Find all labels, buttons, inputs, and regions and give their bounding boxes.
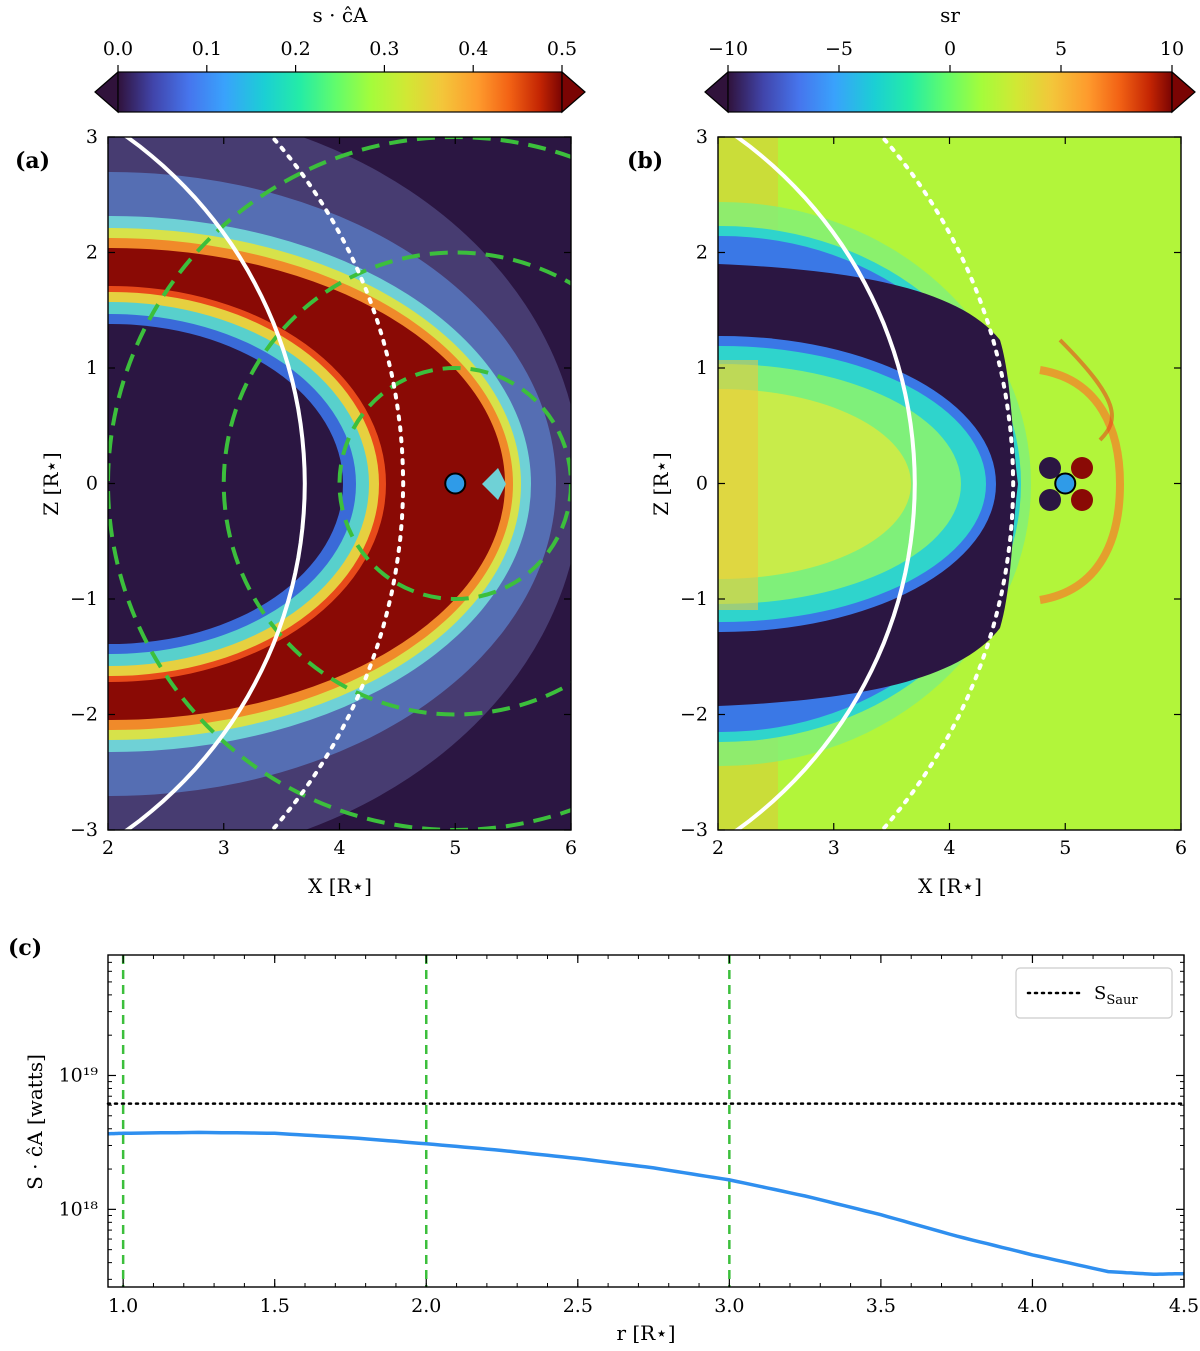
y-tick-label: −2 xyxy=(680,704,708,726)
colorbar-tick-label: 0.5 xyxy=(547,38,577,60)
x-tick-label: 6 xyxy=(565,837,577,859)
colorbar-tick-label: 5 xyxy=(1055,38,1067,60)
ylabel-c: S · ĉA [watts] xyxy=(23,1054,47,1190)
y-tick-label: −1 xyxy=(70,588,98,610)
x-tick-label: 3 xyxy=(218,837,230,859)
y-tick-label: 2 xyxy=(696,242,708,264)
panel-label-c: (c) xyxy=(8,935,42,961)
x-tick-label: 4.0 xyxy=(1017,1295,1047,1317)
x-tick-label: 5 xyxy=(449,837,461,859)
y-tick-label: 2 xyxy=(86,242,98,264)
legend-c: SSaur xyxy=(1015,967,1173,1019)
flux-line xyxy=(108,1130,1185,1277)
colorbar-a-arrow-left xyxy=(94,70,119,114)
xlabel-a: X [R⋆] xyxy=(308,874,372,898)
colorbar-tick-label: 0.1 xyxy=(192,38,222,60)
x-tick-label: 2 xyxy=(102,837,114,859)
x-tick-label: 4 xyxy=(943,837,955,859)
arc-a-dotted xyxy=(269,137,406,830)
legend-main: S xyxy=(1094,983,1106,1004)
panel-a: s · ĉA 0.0 0.1 0.2 0.3 0.4 0.5 xyxy=(15,3,586,898)
colorbar-a-label: s · ĉA xyxy=(313,3,369,27)
colorbar-tick-label: 0 xyxy=(944,38,956,60)
y-tick-label: 0 xyxy=(86,473,98,495)
x-tick-label: 2.5 xyxy=(563,1295,593,1317)
colorbar-b: sr −10 −5 0 5 10 xyxy=(704,3,1196,114)
x-tick-label: 3.5 xyxy=(866,1295,896,1317)
colorbar-tick-label: 0.3 xyxy=(369,38,399,60)
y-tick-label: 3 xyxy=(86,126,98,148)
ylabel-b: Z [R⋆] xyxy=(649,452,673,515)
colorbar-tick-label: −10 xyxy=(708,38,748,60)
y-tick-label: −3 xyxy=(680,819,708,841)
x-tick-label: 1.5 xyxy=(260,1295,290,1317)
y-tick-label: 1 xyxy=(696,357,708,379)
moon-body-a xyxy=(444,472,467,495)
x-tick-label: 3 xyxy=(828,837,840,859)
legend-sub: Saur xyxy=(1106,993,1138,1008)
colorbar-tick-label: 0.0 xyxy=(103,38,133,60)
heatmap-a xyxy=(107,136,572,831)
colorbar-b-label: sr xyxy=(940,3,960,27)
colorbar-a-bar xyxy=(117,71,563,113)
x-tick-label: 4.5 xyxy=(1169,1295,1199,1317)
panel-b: sr −10 −5 0 5 10 xyxy=(627,3,1196,898)
x-tick-label: 2 xyxy=(712,837,724,859)
colorbar-tick-label: 10 xyxy=(1160,38,1184,60)
y-tick-label: 3 xyxy=(696,126,708,148)
dashed-circle xyxy=(337,366,571,601)
moon-body-b xyxy=(1054,472,1077,495)
colorbar-tick-label: 0.4 xyxy=(458,38,488,60)
y-tick-label: 0 xyxy=(696,473,708,495)
colorbar-b-arrow-left xyxy=(704,70,729,114)
colorbar-tick-label: 0.2 xyxy=(280,38,310,60)
y-tick-label: 1 xyxy=(86,357,98,379)
y-tick-label: −2 xyxy=(70,704,98,726)
arc-a-solid xyxy=(123,137,307,830)
y-tick-label: 10¹⁸ xyxy=(59,1198,99,1220)
panel-c: 1.0 1.5 2.0 2.5 3.0 3.5 4.0 4.5 10¹⁸ 10¹⁹ (c) S ·… xyxy=(8,935,1199,1345)
xlabel-b: X [R⋆] xyxy=(918,874,982,898)
x-tick-label: 1.0 xyxy=(108,1295,138,1317)
colorbar-a: s · ĉA 0.0 0.1 0.2 0.3 0.4 0.5 xyxy=(94,3,586,114)
x-tick-label: 5 xyxy=(1059,837,1071,859)
panel-label-b: (b) xyxy=(627,148,663,174)
x-tick-label: 4 xyxy=(333,837,345,859)
colorbar-tick-label: −5 xyxy=(825,38,853,60)
y-tick-label: −3 xyxy=(70,819,98,841)
x-tick-label: 2.0 xyxy=(411,1295,441,1317)
x-tick-label: 3.0 xyxy=(714,1295,744,1317)
legend-label: SSaur xyxy=(1094,983,1138,1008)
heatmap-b xyxy=(717,136,1182,831)
plot-area-c xyxy=(108,955,1184,1287)
colorbar-b-bar xyxy=(727,71,1173,113)
xlabel-c: r [R⋆] xyxy=(616,1321,675,1345)
y-tick-label: 10¹⁹ xyxy=(59,1064,99,1086)
colorbar-b-arrow-right xyxy=(1171,70,1196,114)
x-tick-label: 6 xyxy=(1175,837,1187,859)
arc-b-solid xyxy=(733,137,917,830)
arc-b-dotted xyxy=(879,137,1016,830)
colorbar-a-arrow-right xyxy=(561,70,586,114)
y-tick-label: −1 xyxy=(680,588,708,610)
ylabel-a: Z [R⋆] xyxy=(39,452,63,515)
panel-label-a: (a) xyxy=(15,148,50,174)
